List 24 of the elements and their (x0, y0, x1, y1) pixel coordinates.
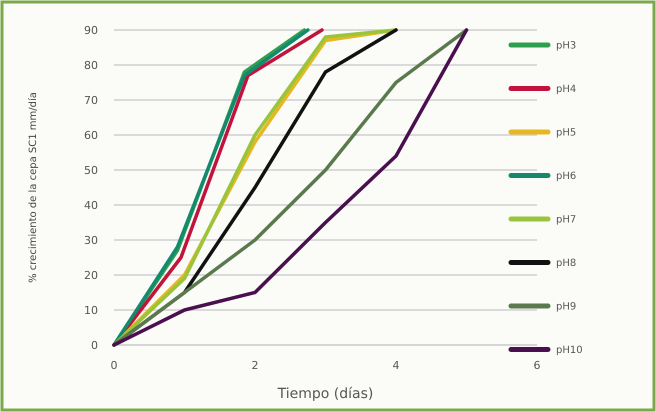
legend-label: pH8 (556, 258, 576, 269)
legend-label: pH9 (556, 302, 576, 312)
legend-label: pH3 (556, 40, 576, 52)
legend-label: pH6 (556, 171, 576, 182)
y-tick-label: 30 (84, 234, 98, 247)
y-axis-title: % crecimiento de la cepa SC1 mm/día (28, 92, 39, 283)
x-tick-label: 6 (534, 359, 540, 372)
x-tick-label: 2 (252, 359, 258, 372)
y-tick-label: 40 (84, 198, 98, 212)
y-tick-label: 60 (84, 128, 98, 142)
legend-label: pH10 (556, 345, 583, 356)
y-tick-label: 20 (84, 268, 98, 282)
y-tick-label: 50 (84, 164, 98, 177)
y-tick-label: 0 (91, 338, 98, 352)
x-tick-label: 0 (110, 359, 118, 372)
x-axis-title: Tiempo (días) (276, 386, 374, 402)
legend-label: pH5 (556, 128, 576, 138)
y-tick-label: 80 (84, 58, 98, 72)
legend-label: pH4 (556, 84, 576, 95)
y-tick-label: 10 (84, 304, 98, 317)
legend-label: pH7 (556, 214, 576, 226)
y-tick-label: 70 (84, 94, 98, 107)
x-tick-label: 4 (392, 359, 400, 372)
y-tick-label: 90 (84, 24, 98, 37)
